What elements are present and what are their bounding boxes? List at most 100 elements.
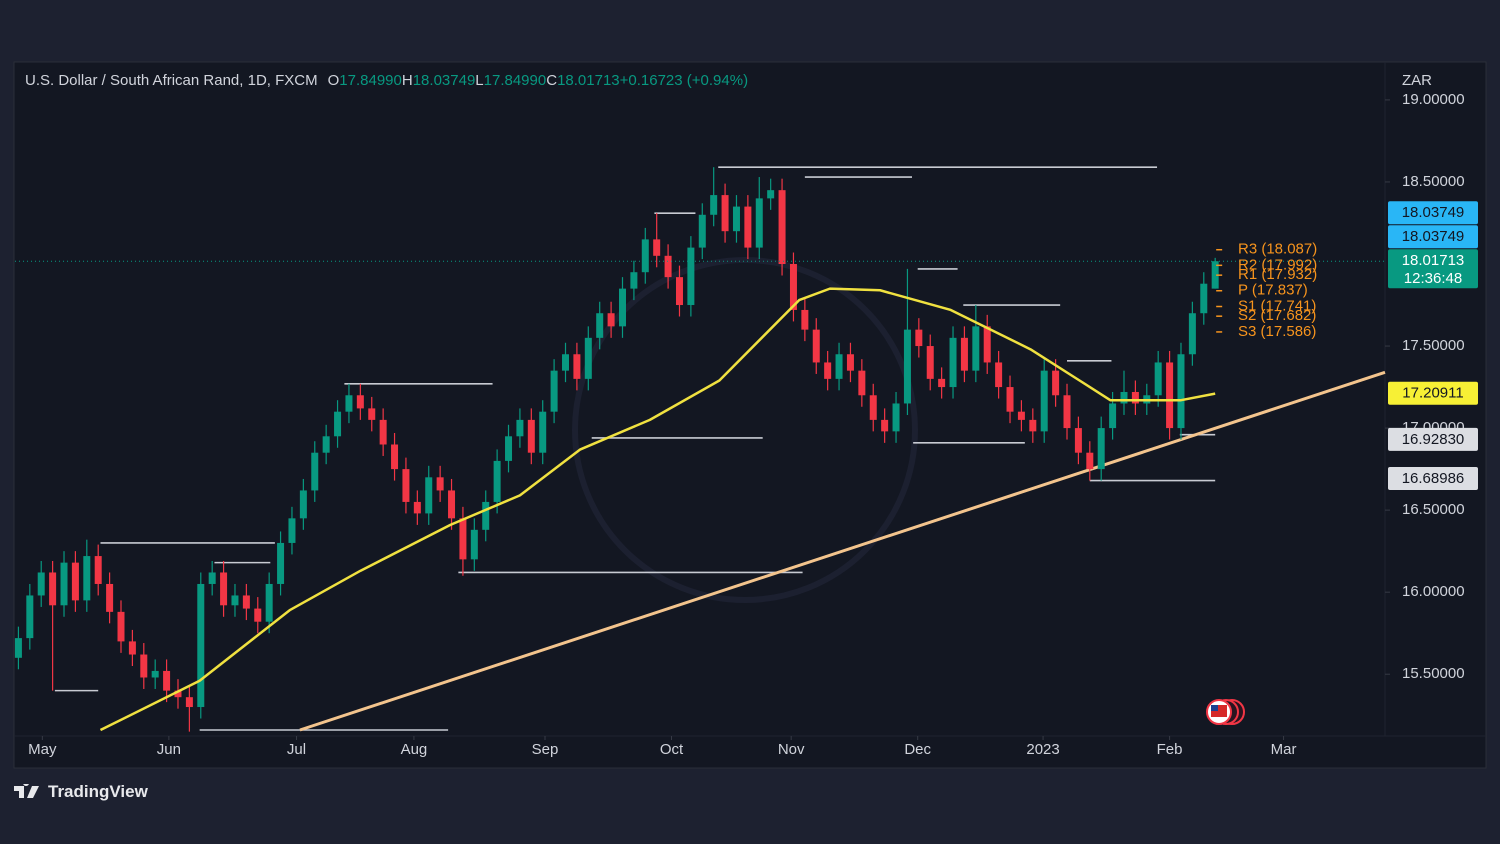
candle-body [117, 611, 125, 642]
candle-body [379, 419, 387, 445]
plot-layer: 15.5000016.0000016.5000017.0000017.50000… [14, 91, 1478, 758]
price-change: +0.16723 (+0.94%) [619, 72, 749, 89]
candle-body [1200, 283, 1208, 314]
candle-body [505, 436, 513, 461]
ohlc-label: O [327, 72, 340, 89]
candle-body [527, 419, 535, 453]
candle-body [607, 313, 615, 327]
event-marker[interactable] [1206, 699, 1245, 725]
moving-average [99, 287, 1216, 732]
candle-body [972, 326, 980, 371]
candle-body [436, 477, 444, 491]
brand-name: TradingView [48, 782, 148, 801]
candle-body [334, 411, 342, 437]
chart-pane [13, 61, 1487, 769]
candle-body [881, 419, 889, 432]
candle-body [778, 190, 786, 265]
candle-body [1040, 370, 1048, 432]
pivot-label: S2 (17.682) [1238, 307, 1316, 324]
price-label: 16.68986 [1402, 470, 1465, 487]
candle-body [1211, 261, 1219, 289]
candle-body [288, 518, 296, 543]
y-tick-label: 18.50000 [1402, 173, 1465, 190]
candle-body [151, 670, 159, 678]
ohlc-value: 18.01713 [557, 72, 620, 89]
candle-body [744, 206, 752, 248]
watermark [572, 257, 918, 603]
candle-body [1120, 391, 1128, 404]
price-label: 16.92830 [1402, 431, 1465, 448]
trendline [299, 370, 1386, 732]
candle-body [618, 288, 626, 327]
price-label-box [1388, 381, 1478, 405]
candle-body [983, 326, 991, 363]
candle-body [995, 362, 1003, 388]
x-tick-label: Jul [287, 741, 306, 758]
candle-body [26, 595, 34, 639]
price-label: 18.03749 [1402, 204, 1465, 221]
x-tick-label: Jun [157, 741, 181, 758]
candle-body [1017, 411, 1025, 420]
candle-body [493, 460, 501, 502]
candle-body [812, 329, 820, 363]
candle-body [311, 452, 319, 491]
candle-body [926, 346, 934, 379]
candle-body [1074, 428, 1082, 453]
candle-body [368, 408, 376, 420]
candle-body [482, 501, 490, 530]
currency-label: ZAR [1402, 72, 1432, 89]
brand[interactable]: TradingView [14, 782, 148, 802]
candle-body [732, 206, 740, 232]
candle-body [915, 329, 923, 347]
candle-body [1177, 354, 1185, 429]
price-label-box [1388, 201, 1478, 225]
candle-body [254, 608, 262, 622]
price-label-box [1388, 249, 1478, 289]
candle-body [277, 542, 285, 584]
price-label-box [1388, 225, 1478, 249]
logo-shape [14, 784, 39, 798]
price-label-box [1388, 427, 1478, 451]
candle-body [60, 562, 68, 606]
candle-body [516, 419, 524, 437]
x-tick-label: Nov [778, 741, 805, 758]
candle-body [265, 583, 273, 622]
ohlc-label: C [546, 72, 558, 89]
candle-body [789, 264, 797, 310]
candle-body [1166, 362, 1174, 429]
candle-body [755, 198, 763, 248]
candle-body [960, 337, 968, 371]
candle-body [596, 313, 604, 338]
candle-body [835, 354, 843, 379]
price-label-box [1388, 466, 1478, 490]
pivot-label: R1 (17.932) [1238, 266, 1317, 283]
y-tick-label: 16.50000 [1402, 501, 1465, 518]
candle-body [824, 362, 832, 379]
y-tick-label: 17.50000 [1402, 337, 1465, 354]
candle-body [687, 247, 695, 306]
candle-body [448, 490, 456, 519]
candle-body [299, 490, 307, 519]
price-label: 18.01713 [1402, 252, 1465, 269]
candle-body [242, 595, 250, 609]
candle-body [1063, 395, 1071, 429]
candle-body [356, 395, 364, 409]
candle-body [903, 329, 911, 404]
y-tick-label: 15.50000 [1402, 665, 1465, 682]
candle-body [630, 272, 638, 289]
candle-body [14, 638, 22, 658]
candle-body [869, 395, 877, 420]
candle-body [49, 572, 57, 606]
candle-body [1188, 313, 1196, 355]
symbol-legend: U.S. Dollar / South African Rand, 1D, FX… [25, 72, 748, 89]
candle-body [140, 654, 148, 678]
pivot-label: S3 (17.586) [1238, 323, 1316, 340]
candle-body [675, 277, 683, 306]
candle-body [71, 562, 79, 601]
brand-logo [14, 784, 39, 798]
candle-body [892, 403, 900, 432]
countdown-label: 12:36:48 [1404, 270, 1462, 287]
candle-body [698, 214, 706, 248]
candle-body [1131, 391, 1139, 404]
candle-body [1109, 403, 1117, 429]
